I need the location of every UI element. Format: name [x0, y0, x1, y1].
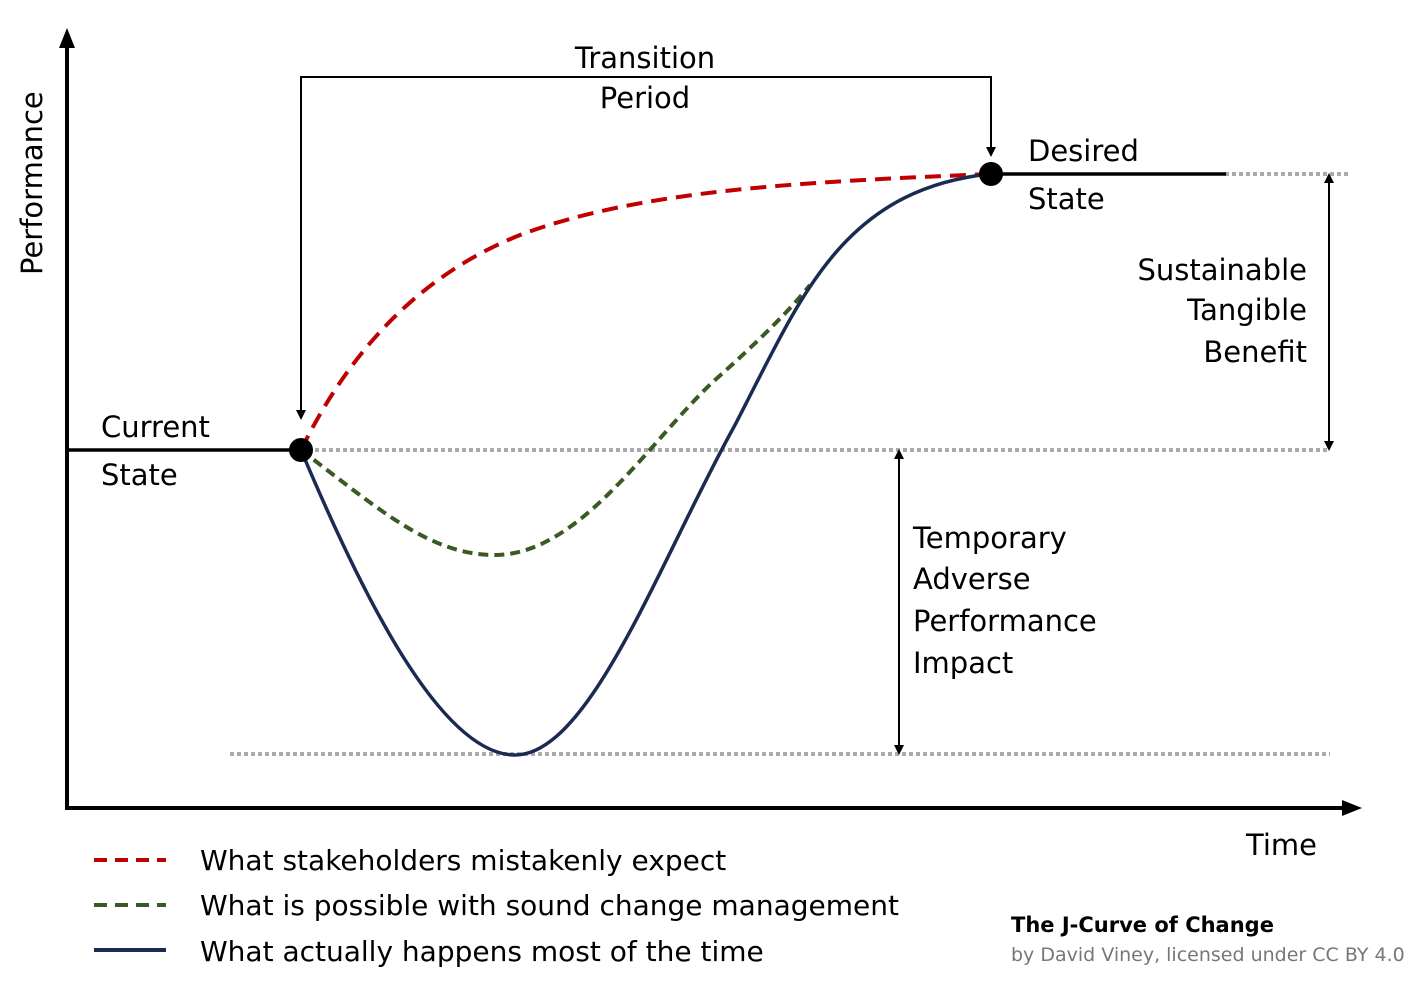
benefit-label-2: Tangible	[1186, 293, 1307, 327]
expected-curve	[299, 172, 991, 451]
legend-label-expected: What stakeholders mistakenly expect	[200, 844, 726, 877]
benefit-label-1: Sustainable	[1137, 253, 1307, 287]
impact-label-2: Adverse	[913, 562, 1031, 596]
benefit-label-3: Benefit	[1203, 335, 1307, 369]
impact-label-4: Impact	[913, 646, 1013, 680]
credit-subtitle: by David Viney, licensed under CC BY 4.0	[1011, 944, 1405, 966]
legend-label-actual: What actually happens most of the time	[200, 935, 764, 968]
desired-state-label-1: Desired	[1028, 134, 1139, 168]
actual-curve	[299, 172, 991, 757]
transition-bracket	[300, 76, 996, 412]
impact-label-3: Performance	[913, 604, 1097, 638]
possible-curve	[299, 283, 812, 558]
transition-label-2: Period	[600, 81, 690, 115]
legend-label-possible: What is possible with sound change manag…	[200, 889, 899, 922]
y-axis-label: Performance	[15, 91, 49, 275]
impact-label-1: Temporary	[912, 521, 1067, 555]
desired-state-point	[979, 162, 1003, 186]
desired-state-label-2: State	[1028, 182, 1105, 216]
transition-label-1: Transition	[574, 41, 715, 75]
current-state-label-2: State	[101, 458, 178, 492]
x-axis-label: Time	[1245, 828, 1317, 862]
legend: What stakeholders mistakenly expect What…	[94, 844, 899, 968]
current-state-point	[289, 438, 313, 462]
credit-title: The J-Curve of Change	[1011, 913, 1274, 937]
current-state-label-1: Current	[101, 410, 210, 444]
